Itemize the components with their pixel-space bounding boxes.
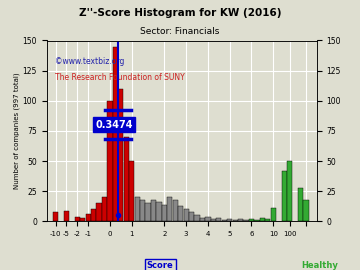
Bar bbox=[124, 137, 129, 221]
Bar bbox=[75, 217, 80, 221]
Text: Healthy: Healthy bbox=[302, 261, 338, 270]
Bar bbox=[238, 219, 243, 221]
Bar bbox=[135, 197, 140, 221]
Bar bbox=[129, 161, 134, 221]
Bar bbox=[102, 197, 107, 221]
Text: ©www.textbiz.org: ©www.textbiz.org bbox=[55, 57, 124, 66]
Bar bbox=[287, 161, 292, 221]
Text: 0.3474: 0.3474 bbox=[95, 120, 133, 130]
Bar bbox=[140, 200, 145, 221]
Bar bbox=[151, 200, 156, 221]
Bar bbox=[271, 208, 276, 221]
Bar bbox=[205, 217, 211, 221]
Text: Sector: Financials: Sector: Financials bbox=[140, 27, 220, 36]
Bar bbox=[200, 218, 205, 221]
Bar bbox=[86, 214, 91, 221]
Bar bbox=[53, 212, 58, 221]
Text: Score: Score bbox=[147, 261, 174, 270]
Bar bbox=[96, 203, 102, 221]
Bar bbox=[167, 197, 172, 221]
Bar bbox=[173, 200, 178, 221]
Bar bbox=[216, 218, 221, 221]
Bar bbox=[282, 171, 287, 221]
Bar bbox=[194, 215, 200, 221]
Bar bbox=[113, 46, 118, 221]
Bar bbox=[156, 202, 162, 221]
Bar bbox=[254, 220, 260, 221]
Bar bbox=[189, 212, 194, 221]
Bar bbox=[64, 211, 69, 221]
Bar bbox=[184, 209, 189, 221]
Text: Z''-Score Histogram for KW (2016): Z''-Score Histogram for KW (2016) bbox=[79, 8, 281, 18]
Bar bbox=[233, 220, 238, 221]
Bar bbox=[249, 219, 254, 221]
Bar bbox=[162, 204, 167, 221]
Bar bbox=[303, 200, 309, 221]
Bar bbox=[145, 203, 151, 221]
Bar bbox=[178, 206, 183, 221]
Bar bbox=[80, 218, 85, 221]
Bar bbox=[107, 101, 113, 221]
Bar bbox=[227, 219, 232, 221]
Text: The Research Foundation of SUNY: The Research Foundation of SUNY bbox=[55, 73, 185, 82]
Bar bbox=[243, 220, 249, 221]
Bar bbox=[91, 209, 96, 221]
Bar bbox=[118, 89, 123, 221]
Bar bbox=[260, 218, 265, 221]
Bar bbox=[298, 188, 303, 221]
Bar bbox=[222, 220, 227, 221]
Bar bbox=[265, 219, 270, 221]
Y-axis label: Number of companies (997 total): Number of companies (997 total) bbox=[13, 73, 20, 189]
Bar bbox=[211, 219, 216, 221]
